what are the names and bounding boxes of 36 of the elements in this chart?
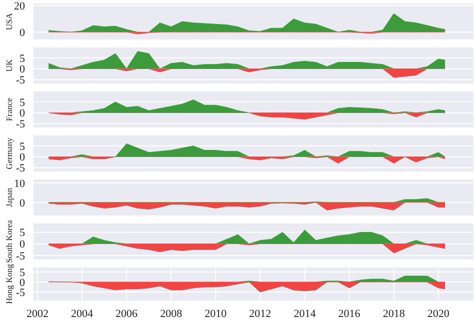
x-tick-label: 2002 xyxy=(26,308,48,320)
x-tick-label: 2010 xyxy=(204,308,228,320)
y-tick-label: 0 xyxy=(20,64,26,76)
y-tick-label: 0 xyxy=(20,108,26,120)
y-tick-label: -5 xyxy=(16,162,26,175)
y-tick-label: -5 xyxy=(16,74,26,87)
y-tick-label: 0 xyxy=(20,238,26,251)
y-axis-title: UK xyxy=(4,58,14,72)
y-axis-title: USA xyxy=(4,12,14,30)
y-axis-title: France xyxy=(4,98,14,122)
x-tick-label: 2006 xyxy=(116,308,138,320)
x-tick-label: 2004 xyxy=(71,308,94,320)
y-axis-title: Hong Kong xyxy=(4,263,14,304)
y-axis-title: Germany xyxy=(4,136,14,170)
x-tick-label: 2008 xyxy=(160,308,183,320)
y-tick-label: 5 xyxy=(20,52,26,65)
y-tick-label: 0 xyxy=(20,152,26,164)
y-tick-label: 10 xyxy=(14,178,26,190)
x-tick-label: 2016 xyxy=(338,308,361,320)
x-tick-label: 2018 xyxy=(382,308,406,320)
x-tick-label: 2012 xyxy=(249,308,272,320)
y-tick-label: 5 xyxy=(20,266,26,279)
y-axis-title: Japan xyxy=(4,187,14,208)
y-tick-label: 0 xyxy=(20,276,26,289)
x-tick-label: 2020 xyxy=(427,308,450,320)
y-tick-label: 0 xyxy=(20,197,26,210)
y-tick-label: 0 xyxy=(20,26,26,39)
y-tick-label: 5 xyxy=(20,140,26,153)
y-tick-label: 20 xyxy=(14,0,26,13)
x-tick-label: 2014 xyxy=(294,308,316,320)
y-tick-label: 5 xyxy=(20,227,26,240)
y-tick-label: -5 xyxy=(16,286,26,299)
y-axis-title: South Korea xyxy=(4,220,14,263)
y-tick-label: -5 xyxy=(16,118,26,131)
y-tick-label: -5 xyxy=(16,250,26,262)
y-tick-label: 5 xyxy=(20,96,26,109)
